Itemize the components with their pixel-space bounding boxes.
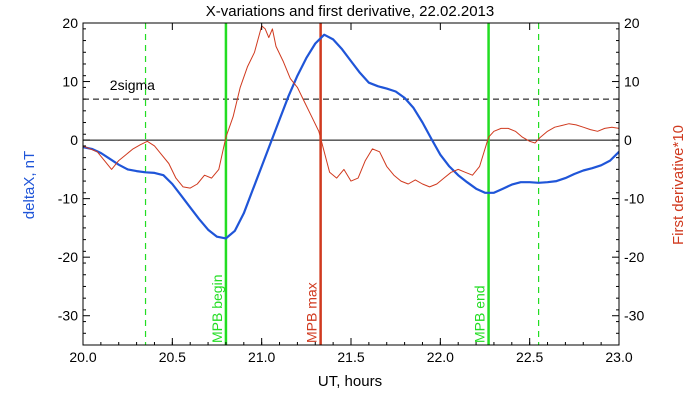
y-tick-label-left-2: 0 bbox=[70, 132, 78, 148]
y-tick-label-left-5: -30 bbox=[58, 308, 78, 324]
x-tick-label-1: 20.5 bbox=[159, 349, 186, 365]
y-tick-label-left-4: -20 bbox=[58, 249, 78, 265]
y-tick-label-left-0: 20 bbox=[62, 15, 78, 31]
x-tick-label-5: 22.5 bbox=[516, 349, 543, 365]
x-tick-label-2: 21.0 bbox=[248, 349, 275, 365]
y-tick-label-right-4: -20 bbox=[624, 249, 644, 265]
x-tick-label-6: 23.0 bbox=[605, 349, 632, 365]
vline-label-2: MPB max bbox=[304, 282, 320, 343]
y-axis-label-left: deltaX, nT bbox=[21, 151, 38, 219]
x-axis-label: UT, hours bbox=[318, 373, 382, 390]
x-tick-label-0: 20.0 bbox=[69, 349, 96, 365]
y-tick-label-left-1: 10 bbox=[62, 74, 78, 90]
x-tick-label-3: 21.5 bbox=[337, 349, 364, 365]
series-line-1 bbox=[83, 25, 619, 189]
y-axis-label-right: First derivative*10 bbox=[670, 125, 687, 245]
vline-label-1: MPB begin bbox=[209, 275, 225, 343]
sigma-label: 2sigma bbox=[110, 77, 155, 93]
plot-area: 2sigma MPB begin MPB max MPB end 20.0 20.5 21.… bbox=[58, 15, 645, 365]
y-tick-label-right-5: -30 bbox=[624, 308, 644, 324]
y-tick-label-right-3: -10 bbox=[624, 191, 644, 207]
y-tick-label-right-2: 0 bbox=[624, 132, 632, 148]
vline-label-3: MPB end bbox=[472, 285, 488, 343]
x-tick-label-4: 22.0 bbox=[427, 349, 454, 365]
y-tick-label-left-3: -10 bbox=[58, 191, 78, 207]
series-line-0 bbox=[83, 33, 619, 240]
y-tick-label-right-0: 20 bbox=[624, 15, 640, 31]
y-tick-label-right-1: 10 bbox=[624, 74, 640, 90]
chart-title: X-variations and first derivative, 22.02… bbox=[206, 3, 495, 20]
